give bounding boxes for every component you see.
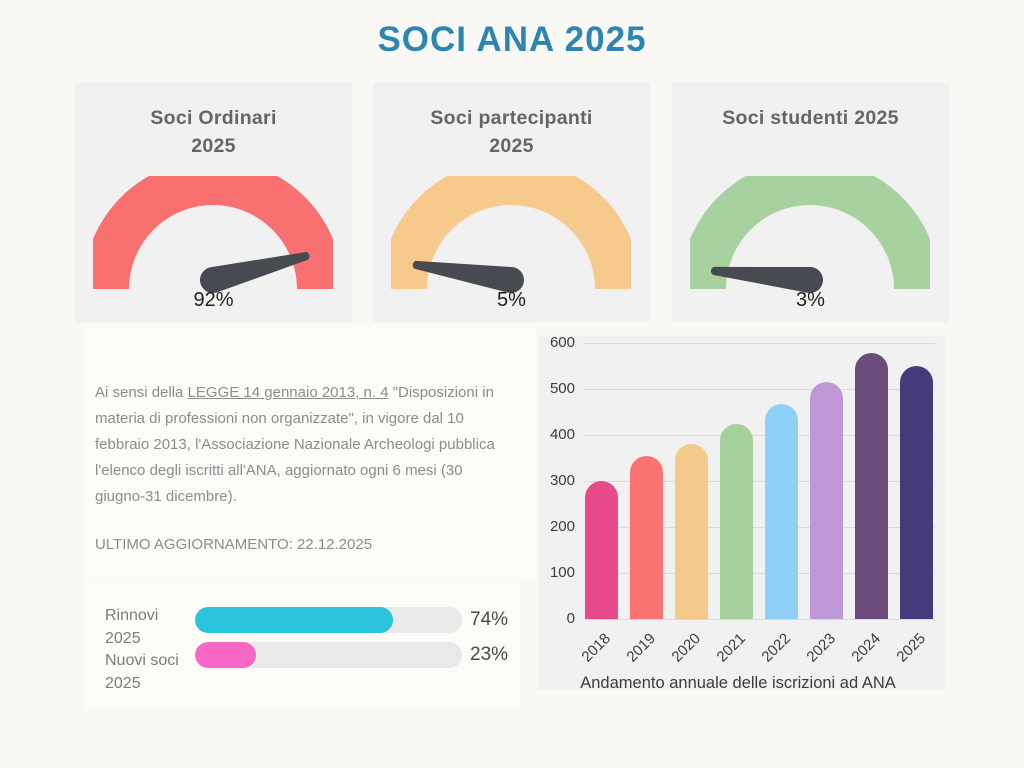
gauge-studenti-chart [690,176,930,293]
bar-2023 [810,382,843,619]
progress-track-nuovi-soci [195,642,462,668]
gauge-partecipanti-chart [391,176,631,293]
bar-2020 [675,444,708,619]
gauge-value: 92% [193,289,234,311]
x-tick-2022: 2022 [757,630,794,666]
x-tick-2019: 2019 [622,630,659,666]
progress-fill-nuovi-soci [195,642,257,668]
x-tick-2018: 2018 [577,630,614,666]
gauge-value: 3% [796,289,825,311]
x-tick-2023: 2023 [802,630,839,666]
gauge-card-soci-ordinari: Soci Ordinari 2025 92% [75,83,352,322]
gridline [583,434,935,436]
x-tick-2020: 2020 [667,630,704,666]
info-text-before: Ai sensi della [95,384,188,401]
gauge-card-soci-studenti: Soci studenti 2025 3% [672,83,949,322]
y-tick-100: 100 [549,564,575,581]
gauge-needle-icon [711,266,823,293]
y-tick-400: 400 [549,426,575,443]
progress-pct-nuovi-soci: 23% [470,644,509,665]
x-tick-2024: 2024 [847,630,884,666]
gridline [583,618,935,620]
bar-2025 [900,366,933,619]
gridline [583,388,935,390]
gauge-needle-icon [200,252,310,293]
gridline [583,526,935,528]
gauge-heading: Soci studenti 2025 [722,107,899,129]
gauge-arc [690,176,930,290]
bar-2021 [720,423,753,619]
y-tick-200: 200 [549,518,575,535]
gauge-arc [93,176,333,290]
y-tick-0: 0 [566,610,575,627]
last-update-text: ULTIMO AGGIORNAMENTO: 22.12.2025 [95,536,373,553]
gridline [583,342,935,344]
info-panel: Ai sensi della LEGGE 14 gennaio 2013, n.… [85,325,535,580]
gauge-ordinari-chart [93,176,333,293]
y-tick-600: 600 [549,334,575,351]
x-tick-2021: 2021 [712,630,749,666]
chart-caption: Andamento annuale delle iscrizioni ad AN… [580,674,896,692]
y-tick-300: 300 [549,472,575,489]
gauge-heading: Soci Ordinari 2025 [150,107,277,157]
info-paragraph: Ai sensi della LEGGE 14 gennaio 2013, n.… [95,380,507,510]
chart-bars [585,343,933,619]
y-tick-500: 500 [549,380,575,397]
progress-label-nuovi-soci: Nuovi soci 2025 [105,652,179,692]
page-title: SOCI ANA 2025 [377,20,647,59]
progress-track-rinnovi [195,607,462,633]
law-link[interactable]: LEGGE 14 gennaio 2013, n. 4 [187,384,389,401]
progress-label-rinnovi: Rinnovi 2025 [105,607,159,647]
progress-panel: Rinnovi 2025 74% Nuovi soci 2025 23% [85,583,520,710]
bar-2022 [765,403,798,619]
gauge-heading: Soci partecipanti 2025 [430,107,593,157]
annual-chart-panel: 0 100 200 300 400 500 600 2018 2019 2020 2021 2022… [538,334,945,692]
gauge-value: 5% [497,289,526,311]
bar-2018 [585,481,618,619]
progress-fill-rinnovi [195,607,393,633]
gauge-card-soci-partecipanti: Soci partecipanti 2025 5% [373,83,650,322]
gridline [583,572,935,574]
gridline [583,480,935,482]
x-tick-2025: 2025 [892,630,929,666]
info-text-after: "Disposizioni in materia di professioni … [95,384,495,505]
progress-pct-rinnovi: 74% [470,609,509,630]
gauge-needle-icon [412,260,524,293]
gauge-arc [391,176,631,290]
bar-2024 [855,353,888,619]
bar-2019 [630,455,663,619]
